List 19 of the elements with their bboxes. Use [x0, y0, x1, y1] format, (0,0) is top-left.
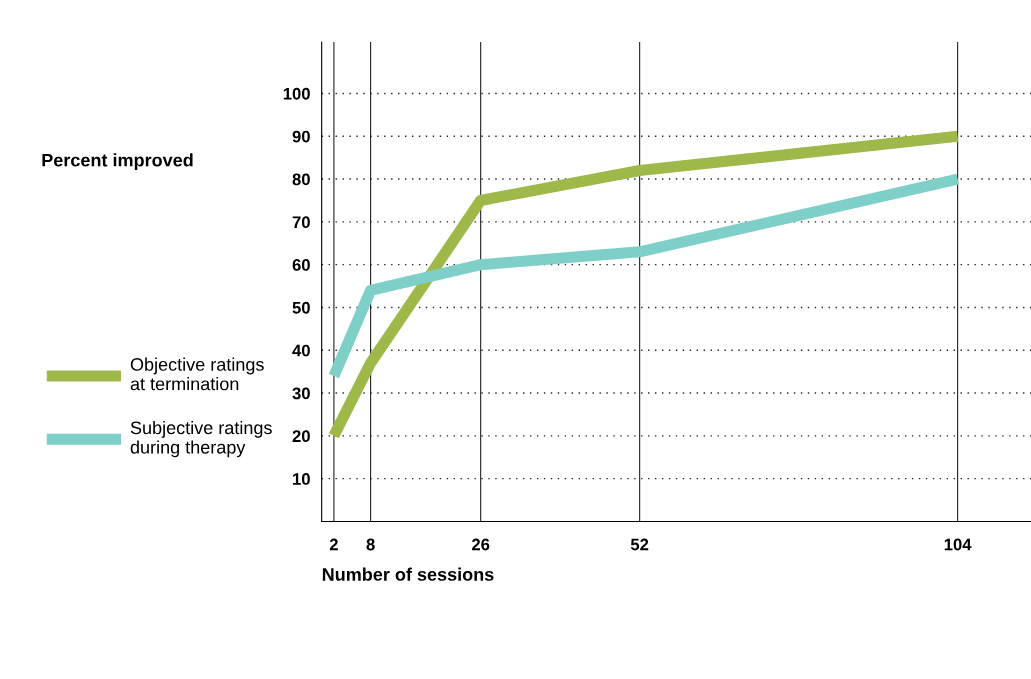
y-tick-label: 40 — [292, 344, 310, 357]
y-tick-label: 50 — [292, 301, 310, 314]
x-tick-label: 2 — [329, 538, 338, 551]
legend-label: Subjective ratings during therapy — [130, 420, 272, 458]
x-tick-label: 52 — [630, 538, 649, 551]
text: Percent improved — [42, 153, 193, 171]
x-tick-label: 8 — [366, 538, 375, 551]
x-tick-label: 26 — [471, 538, 490, 551]
y-tick-label: 10 — [293, 473, 310, 485]
y-tick-label: 20 — [292, 430, 310, 443]
y-tick-label: 30 — [292, 387, 310, 400]
y-tick-label: 70 — [292, 216, 310, 229]
legend-label: Objective ratings at termination — [130, 357, 264, 391]
y-tick-label: 90 — [292, 130, 310, 143]
y-tick-label: 60 — [292, 259, 310, 271]
x-axis-title: Number of sessions — [322, 567, 494, 581]
y-tick-label: 80 — [292, 173, 310, 186]
y-tick-label: 100 — [283, 87, 310, 100]
x-tick-label: 104 — [944, 538, 972, 551]
